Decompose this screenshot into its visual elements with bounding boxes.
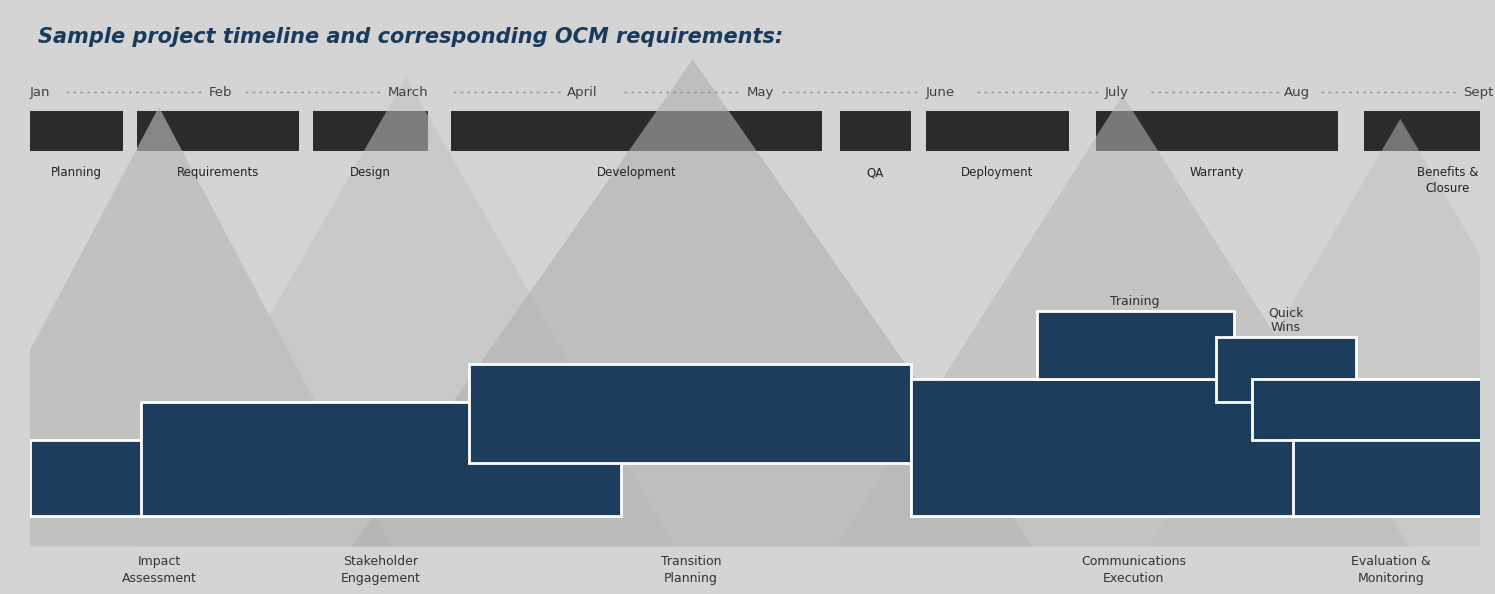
Bar (469, 364, 912, 463)
Bar (925, 111, 1069, 151)
Text: Stakeholder
Engagement: Stakeholder Engagement (341, 555, 422, 585)
Text: Sample project timeline and corresponding OCM requirements:: Sample project timeline and correspondin… (39, 27, 783, 47)
Text: July: July (1105, 86, 1129, 99)
Text: June: June (925, 86, 955, 99)
Bar (141, 402, 620, 516)
Bar (1293, 440, 1495, 516)
Bar (30, 440, 290, 516)
Text: QA: QA (867, 166, 884, 179)
Text: Sept: Sept (1464, 86, 1494, 99)
Text: Development: Development (597, 166, 676, 179)
Bar (1365, 111, 1495, 151)
Text: April: April (567, 86, 598, 99)
Text: Aug: Aug (1284, 86, 1310, 99)
Text: Benefits &
Closure: Benefits & Closure (1417, 166, 1479, 195)
Text: May: May (746, 86, 774, 99)
Text: Deployment: Deployment (961, 166, 1033, 179)
Text: Feb: Feb (209, 86, 233, 99)
Polygon shape (353, 59, 1033, 546)
Polygon shape (1150, 119, 1495, 546)
Text: Requirements: Requirements (176, 166, 259, 179)
Bar (138, 111, 299, 151)
Text: Communications
Execution: Communications Execution (1081, 555, 1186, 585)
Text: March: March (389, 86, 429, 99)
Polygon shape (0, 107, 392, 546)
Bar (30, 111, 123, 151)
Text: Transition
Planning: Transition Planning (661, 555, 721, 585)
Text: Planning: Planning (51, 166, 102, 179)
Text: Impact
Assessment: Impact Assessment (121, 555, 196, 585)
Bar (312, 111, 428, 151)
Bar (1215, 337, 1356, 402)
Text: Training: Training (1111, 295, 1160, 308)
Bar (1096, 111, 1338, 151)
Polygon shape (836, 95, 1410, 546)
Bar (912, 379, 1356, 516)
Text: Design: Design (350, 166, 390, 179)
Text: Warranty: Warranty (1190, 166, 1244, 179)
Text: Jan: Jan (30, 86, 51, 99)
Bar (451, 111, 822, 151)
Bar (840, 111, 912, 151)
Text: Evaluation &
Monitoring: Evaluation & Monitoring (1351, 555, 1431, 585)
Polygon shape (138, 77, 674, 546)
Bar (1036, 311, 1233, 379)
Bar (1251, 379, 1495, 440)
Text: Quick
Wins: Quick Wins (1268, 307, 1304, 334)
